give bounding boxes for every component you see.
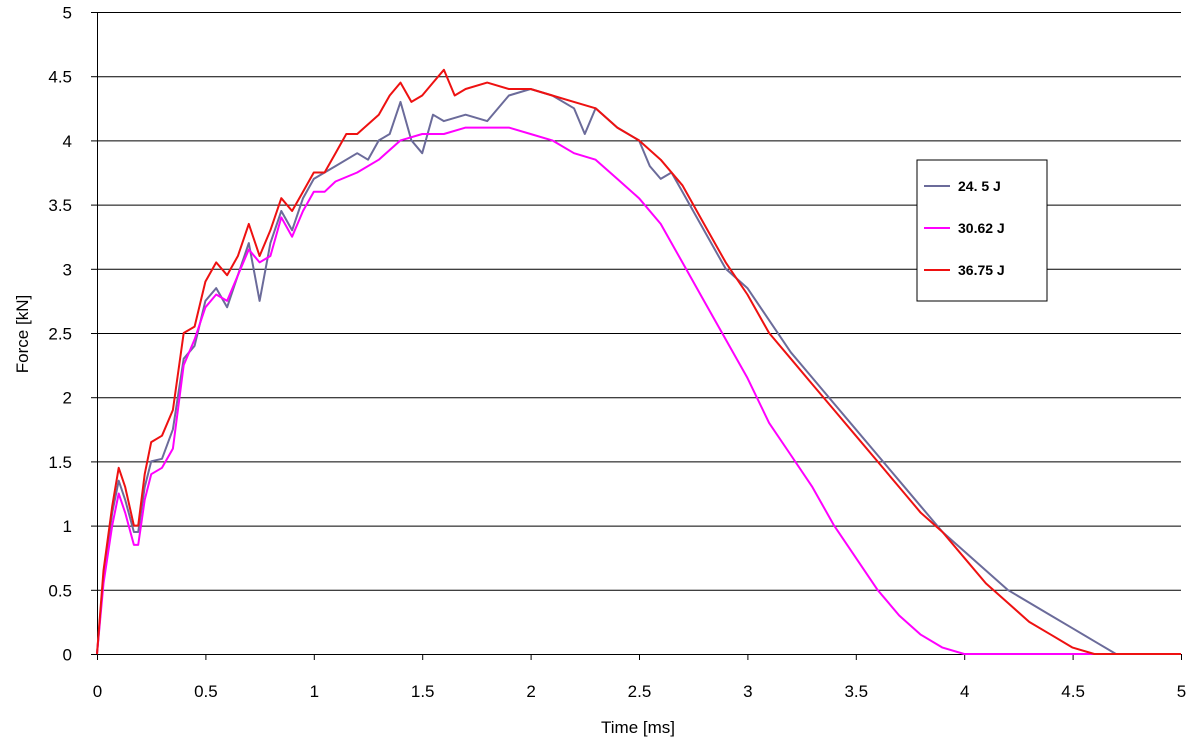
y-tick-label: 5 — [63, 4, 72, 23]
y-tick-label: 4.5 — [48, 68, 72, 87]
y-tick-label: 2.5 — [48, 325, 72, 344]
x-tick-label: 4 — [960, 682, 969, 701]
series-line-3 — [96, 68, 1181, 655]
x-tick-label: 5 — [1177, 682, 1186, 701]
x-tick-label: 3.5 — [844, 682, 868, 701]
y-tick-label: 3.5 — [48, 196, 72, 215]
x-tick-label: 1 — [310, 682, 319, 701]
legend-label-1: 24. 5 J — [958, 178, 1001, 194]
x-axis-title: Time [ms] — [601, 718, 675, 737]
legend-box — [916, 159, 1048, 302]
grid-layer — [97, 12, 1181, 591]
x-tick-label: 1.5 — [411, 682, 435, 701]
y-tick-label: 0 — [63, 646, 72, 665]
x-tick-label: 0.5 — [194, 682, 218, 701]
legend: 24. 5 J 30.62 J 36.75 J — [916, 159, 1048, 302]
legend-label-2: 30.62 J — [958, 220, 1005, 236]
x-tick-label: 2 — [526, 682, 535, 701]
series-line-2 — [96, 126, 1181, 655]
y-tick-label: 0.5 — [48, 581, 72, 600]
y-tick-label: 3 — [63, 260, 72, 279]
x-tick-label: 3 — [743, 682, 752, 701]
y-tick-label: 4 — [63, 132, 72, 151]
y-tick-label: 2 — [63, 389, 72, 408]
y-axis-title: Force [kN] — [13, 295, 32, 373]
y-tick-label: 1 — [63, 517, 72, 536]
x-tick-label: 0 — [93, 682, 102, 701]
x-tick-label: 2.5 — [628, 682, 652, 701]
axes-layer: 0 0.5 1 1.5 2 2.5 3 3.5 4 4.5 5 0 0.5 1 1.5 2 2.5 3 3.5 4 4.… — [48, 4, 1186, 702]
y-tick-label: 1.5 — [48, 453, 72, 472]
legend-label-3: 36.75 J — [958, 262, 1005, 278]
x-tick-label: 4.5 — [1061, 682, 1085, 701]
series-layer — [96, 68, 1181, 655]
